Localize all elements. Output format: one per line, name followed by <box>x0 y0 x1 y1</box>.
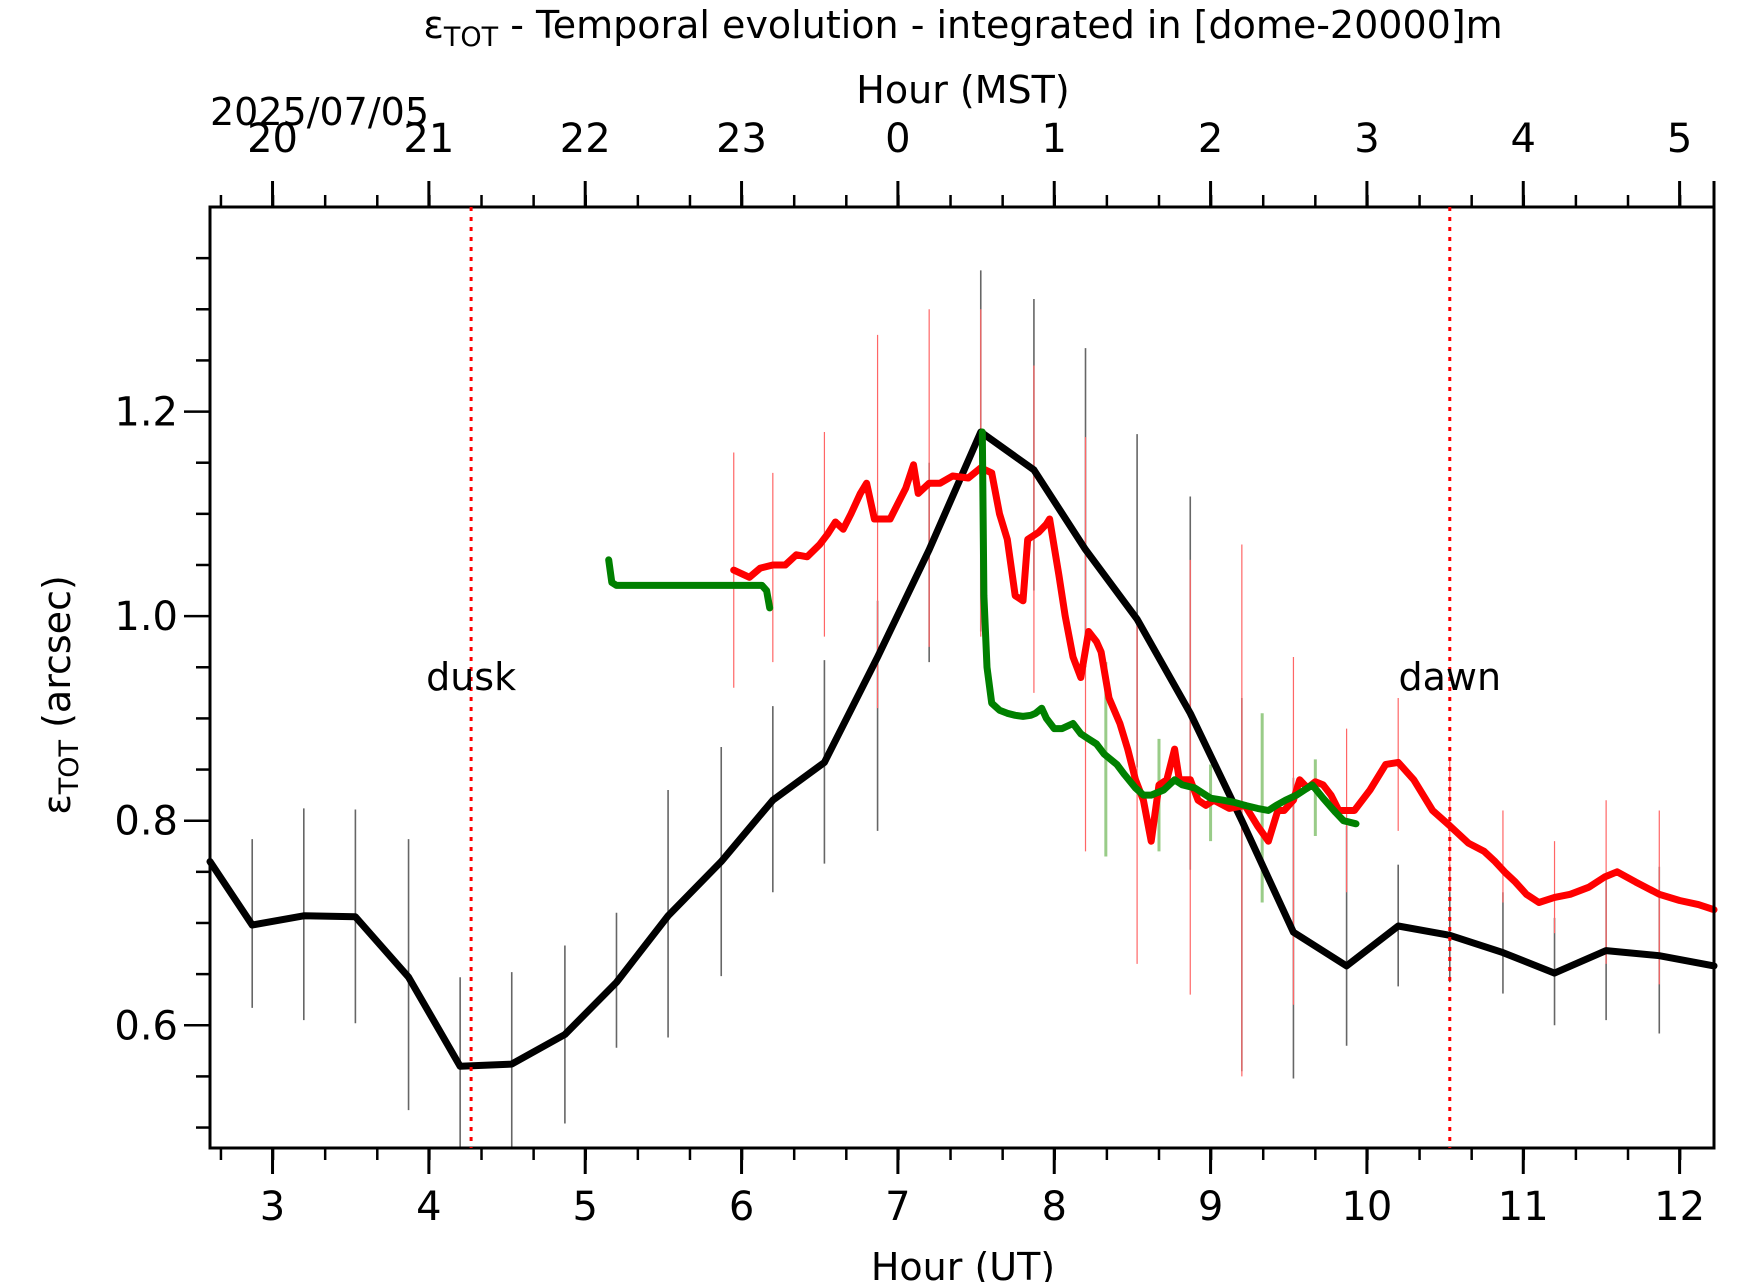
title-subscript: TOT <box>443 22 499 53</box>
x-tick-label-7: 10 <box>1341 1184 1392 1230</box>
series-line-1 <box>730 461 1718 914</box>
x2-axis-label: Hour (MST) <box>856 68 1069 112</box>
x2-tick-label-3: 23 <box>716 116 767 162</box>
x2-tick-label-1: 21 <box>403 116 454 162</box>
annotation-label-1: dawn <box>1398 655 1501 699</box>
y-axis-label: εTOT (arcsec) <box>35 575 85 815</box>
x2-tick-label-4: 0 <box>885 116 910 162</box>
annotation-label-0: dusk <box>426 655 516 699</box>
ticks <box>184 181 1716 1174</box>
chart-title: εTOT - Temporal evolution - integrated i… <box>423 3 1502 53</box>
ylabel-rest: (arcsec) <box>35 575 79 740</box>
x-tick-label-3: 6 <box>729 1184 754 1230</box>
x2-tick-label-2: 22 <box>560 116 611 162</box>
y-tick-label-0: 0.6 <box>114 1003 178 1049</box>
x-tick-label-6: 9 <box>1198 1184 1223 1230</box>
x2-tick-label-7: 3 <box>1354 116 1379 162</box>
title-symbol: ε <box>423 3 444 47</box>
title-rest: - Temporal evolution - integrated in [do… <box>498 3 1503 47</box>
x2-tick-label-9: 5 <box>1667 116 1692 162</box>
x-tick-label-0: 3 <box>260 1184 285 1230</box>
x2-tick-label-5: 1 <box>1042 116 1067 162</box>
date-label: 2025/07/05 <box>210 90 429 134</box>
x-tick-label-8: 11 <box>1498 1184 1549 1230</box>
x-tick-label-9: 12 <box>1654 1184 1705 1230</box>
y-tick-label-2: 1.0 <box>114 594 178 640</box>
x2-tick-label-8: 4 <box>1511 116 1536 162</box>
series-line-0 <box>206 428 1718 1070</box>
y-tick-label-3: 1.2 <box>114 390 178 436</box>
series-line-2 <box>605 428 1360 828</box>
x2-tick-label-0: 20 <box>247 116 298 162</box>
y-tick-label-1: 0.8 <box>114 799 178 845</box>
plot-frame <box>208 205 1716 1150</box>
x-tick-label-2: 5 <box>572 1184 597 1230</box>
annotations: dusk dawn <box>426 207 1501 1148</box>
x-tick-label-1: 4 <box>416 1184 441 1230</box>
ylabel-subscript: TOT <box>54 739 85 795</box>
x-axis-label: Hour (UT) <box>871 1245 1055 1282</box>
plot-lines <box>206 428 1718 1070</box>
x2-tick-label-6: 2 <box>1198 116 1223 162</box>
ylabel-symbol: ε <box>35 794 79 815</box>
x-tick-label-4: 7 <box>885 1184 910 1230</box>
x-tick-label-5: 8 <box>1042 1184 1067 1230</box>
